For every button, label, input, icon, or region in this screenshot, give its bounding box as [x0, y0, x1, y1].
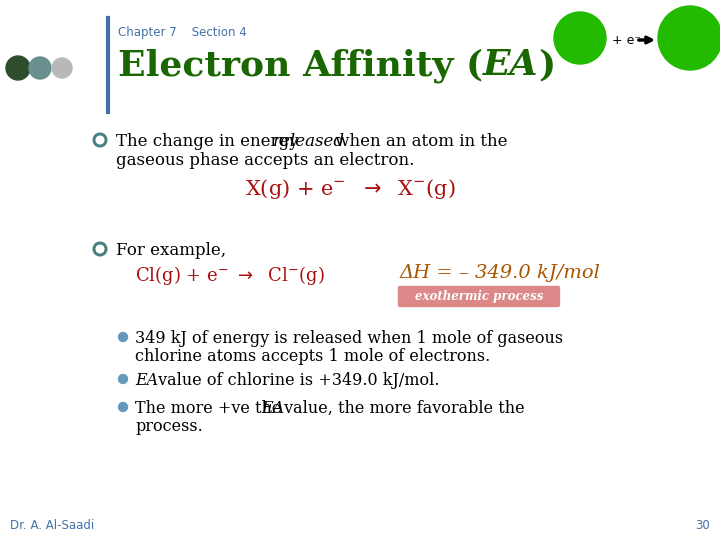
Circle shape — [29, 57, 51, 79]
Text: For example,: For example, — [116, 242, 226, 259]
Text: The change in energy: The change in energy — [116, 133, 304, 150]
Text: + e⁻: + e⁻ — [612, 33, 641, 46]
Text: EA: EA — [483, 48, 539, 82]
Circle shape — [6, 56, 30, 80]
Text: 30: 30 — [696, 519, 710, 532]
Text: ΔH = – 349.0 kJ/mol: ΔH = – 349.0 kJ/mol — [400, 264, 601, 282]
Text: value of chlorine is +349.0 kJ/mol.: value of chlorine is +349.0 kJ/mol. — [153, 372, 439, 389]
Text: ): ) — [539, 48, 556, 82]
Text: Cl(g) + e$^{-}$ $\rightarrow$  Cl$^{-}$(g): Cl(g) + e$^{-}$ $\rightarrow$ Cl$^{-}$(g… — [135, 264, 325, 287]
Circle shape — [96, 137, 104, 144]
FancyBboxPatch shape — [398, 287, 559, 307]
Circle shape — [52, 58, 72, 78]
Text: 349 kJ of energy is released when 1 mole of gaseous: 349 kJ of energy is released when 1 mole… — [135, 330, 563, 347]
Circle shape — [658, 6, 720, 70]
Text: Electron Affinity (: Electron Affinity ( — [118, 48, 483, 83]
Text: released: released — [273, 133, 345, 150]
Text: Chapter 7    Section 4: Chapter 7 Section 4 — [118, 26, 247, 39]
Text: The more +ve the: The more +ve the — [135, 400, 287, 417]
Text: chlorine atoms accepts 1 mole of electrons.: chlorine atoms accepts 1 mole of electro… — [135, 348, 490, 365]
Text: when an atom in the: when an atom in the — [330, 133, 508, 150]
Text: X(g) + e$^{-}$  $\rightarrow$  X$^{-}$(g): X(g) + e$^{-}$ $\rightarrow$ X$^{-}$(g) — [245, 177, 455, 201]
Circle shape — [96, 246, 104, 253]
Circle shape — [119, 333, 127, 341]
Text: EA: EA — [135, 372, 158, 389]
Text: EA: EA — [261, 400, 284, 417]
Text: process.: process. — [135, 418, 203, 435]
Text: gaseous phase accepts an electron.: gaseous phase accepts an electron. — [116, 152, 415, 169]
Text: exothermic process: exothermic process — [415, 290, 543, 303]
Text: Dr. A. Al-Saadi: Dr. A. Al-Saadi — [10, 519, 94, 532]
Circle shape — [119, 402, 127, 411]
Circle shape — [119, 375, 127, 383]
Circle shape — [554, 12, 606, 64]
Text: value, the more favorable the: value, the more favorable the — [279, 400, 525, 417]
